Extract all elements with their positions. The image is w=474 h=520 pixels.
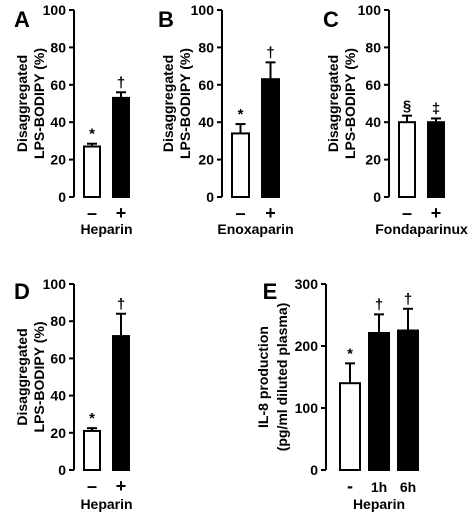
y-tick-label: 300 — [295, 276, 319, 292]
y-tick-label: 80 — [50, 313, 66, 329]
x-axis-label: Heparin — [353, 496, 405, 512]
y-axis-label-line1: Disaggregated — [325, 55, 341, 152]
significance-mark: § — [403, 98, 411, 115]
bar — [368, 331, 390, 472]
y-tick-label: 0 — [373, 189, 381, 205]
y-tick-label: 100 — [43, 276, 67, 292]
y-axis-label-line1: Disaggregated — [14, 55, 30, 152]
significance-mark: † — [266, 44, 274, 61]
significance-mark: † — [117, 296, 125, 313]
y-tick-label: 80 — [50, 39, 66, 55]
y-tick-label: 60 — [198, 77, 214, 93]
y-tick-label: 80 — [365, 39, 381, 55]
y-axis-label-line2: LPS-BODIPY (%) — [177, 48, 193, 159]
significance-mark: * — [89, 410, 95, 427]
y-axis-label-line2: LPS-BODIPY (%) — [342, 48, 358, 159]
panel-label: E — [263, 279, 278, 304]
panel-label: B — [158, 7, 174, 32]
bar — [398, 121, 416, 198]
category-label: – — [87, 203, 97, 223]
significance-mark: * — [347, 345, 353, 362]
panel-a: A 0 20 40 60 80 100 Disaggregated LPS-BODIPY (%)… — [14, 2, 133, 237]
panel-e: E 0 100 200 300 IL-8 production (pg/ml diluted… — [255, 276, 419, 512]
significance-mark: † — [117, 74, 125, 91]
significance-mark: ‡ — [432, 100, 440, 117]
y-axis-label-line2: (pg/ml diluted plasma) — [274, 303, 290, 452]
y-tick-label: 40 — [50, 114, 66, 130]
category-label: – — [87, 476, 97, 496]
panel-b: B 0 20 40 60 80 100 Disaggregated LPS-BODIPY (%)… — [158, 2, 294, 237]
x-axis-label: Fondaparinux — [375, 221, 468, 237]
y-tick-label: 80 — [198, 39, 214, 55]
y-tick-label: 20 — [50, 152, 66, 168]
category-label: – — [402, 203, 412, 223]
significance-mark: † — [404, 291, 412, 308]
significance-mark: † — [375, 296, 383, 313]
bar — [112, 96, 130, 198]
y-tick-label: 100 — [295, 400, 319, 416]
bar — [83, 145, 101, 198]
category-label: 6h — [400, 479, 416, 495]
bar — [339, 382, 361, 472]
category-label: + — [116, 476, 127, 496]
y-axis-label-line1: Disaggregated — [160, 55, 176, 152]
x-axis-label: Heparin — [80, 496, 132, 512]
significance-mark: * — [89, 126, 95, 143]
y-tick-label: 60 — [50, 350, 66, 366]
y-tick-label: 20 — [50, 425, 66, 441]
panel-c: C 0 20 40 60 80 100 Disaggregated LPS-BODIPY (%)… — [323, 2, 468, 237]
y-tick-label: 40 — [50, 388, 66, 404]
category-label: 1h — [371, 479, 387, 495]
y-tick-label: 0 — [206, 189, 214, 205]
bar — [397, 329, 419, 471]
panel-label: C — [323, 7, 339, 32]
y-tick-label: 0 — [58, 189, 66, 205]
y-axis-label-line2: LPS-BODIPY (%) — [31, 48, 47, 159]
y-tick-label: 60 — [365, 77, 381, 93]
bar — [231, 132, 250, 198]
bar — [261, 78, 280, 198]
panel-d: D 0 20 40 60 80 100 Disaggregated LPS-BODIPY (%)… — [14, 276, 133, 512]
y-tick-label: 100 — [43, 2, 67, 18]
significance-mark: * — [238, 106, 244, 123]
category-label: + — [116, 203, 127, 223]
y-tick-label: 20 — [198, 152, 214, 168]
x-axis-label: Heparin — [80, 221, 132, 237]
y-tick-label: 100 — [191, 2, 215, 18]
category-label: + — [265, 203, 276, 223]
y-tick-label: 0 — [58, 462, 66, 478]
y-axis-label-line1: IL-8 production — [255, 326, 271, 428]
category-label: - — [347, 476, 353, 496]
y-axis-label-line1: Disaggregated — [14, 328, 30, 425]
category-label: + — [431, 203, 442, 223]
panel-label: A — [14, 7, 30, 32]
y-tick-label: 0 — [310, 462, 318, 478]
y-axis-label-line2: LPS-BODIPY (%) — [31, 322, 47, 433]
bar — [112, 335, 130, 471]
y-tick-label: 60 — [50, 77, 66, 93]
bar — [427, 121, 445, 198]
y-tick-label: 200 — [295, 338, 319, 354]
y-tick-label: 40 — [198, 114, 214, 130]
bar — [83, 429, 101, 472]
y-tick-label: 20 — [365, 152, 381, 168]
x-axis-label: Enoxaparin — [217, 221, 293, 237]
y-tick-label: 100 — [358, 2, 382, 18]
y-tick-label: 40 — [365, 114, 381, 130]
panel-label: D — [14, 279, 30, 304]
category-label: – — [235, 203, 245, 223]
